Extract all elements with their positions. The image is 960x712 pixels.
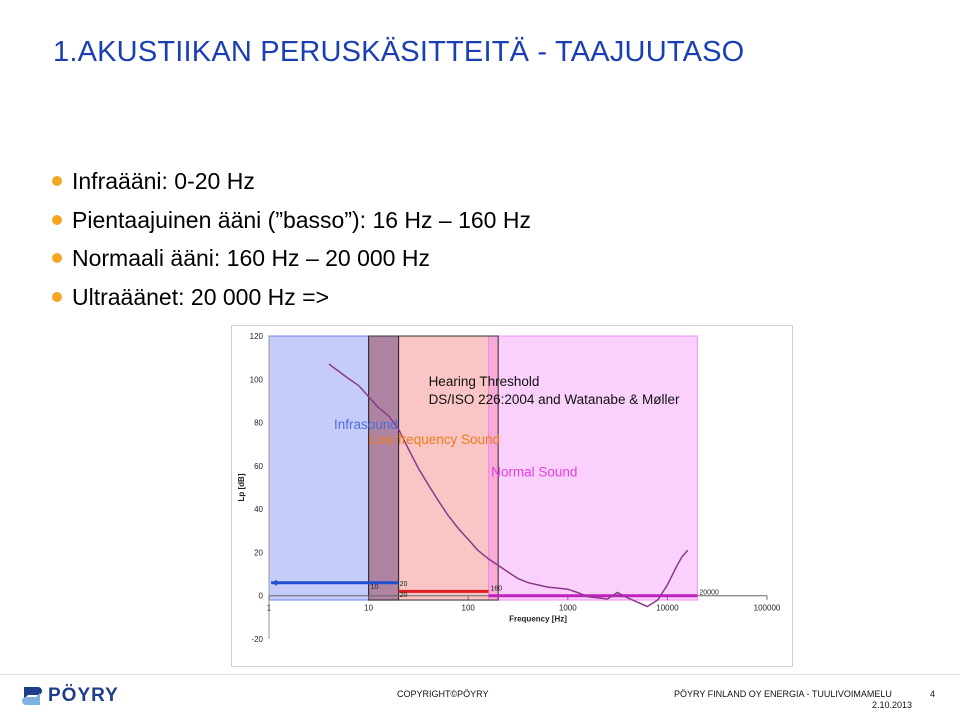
footer-date: 2.10.2013 [872,700,913,710]
x-tick-label: 1000 [559,604,577,613]
region-label-infrasound: Infrasound [334,417,398,432]
y-axis-label: Lp [dB] [237,473,246,501]
y-tick-label: 100 [250,375,264,384]
y-tick-label: 40 [254,505,263,514]
bullet-text: Infraääni: 0-20 Hz [72,168,255,194]
x-tick-label: 100 [462,604,476,613]
slide-title: 1.AKUSTIIKAN PERUSKÄSITTEITÄ - TAAJUUTAS… [53,36,745,68]
region-band-0 [268,335,400,601]
logo-text: PÖYRY [48,685,119,706]
bullet-item: Infraääni: 0-20 Hz [52,166,531,205]
x-tick-label: 1 [267,604,272,613]
hearing-threshold-chart: -20 0 20 40 60 80 100 120 1 10 100 1000 10000 100000 F… [231,325,793,667]
low-frequency-outline [368,335,499,601]
y-tick-label: 80 [254,419,263,428]
bullet-dot-icon [52,253,62,263]
infrasound-arrow-icon [271,579,278,586]
poyry-logo: PÖYRY [20,685,119,707]
annotation-title: Hearing Threshold [429,374,540,389]
range-label: 160 [491,585,503,592]
region-label-normal: Normal Sound [491,465,577,480]
footer-copyright: COPYRIGHT©PÖYRY [397,689,489,699]
x-tick-label: 10000 [656,604,679,613]
range-label: 20 [400,581,408,588]
range-label: 20000 [699,590,719,597]
y-tick-label: 0 [259,592,264,601]
y-tick-label: 20 [254,548,263,557]
region-label-low-frequency: Low frequency Sound [369,432,500,447]
footer-company: PÖYRY FINLAND OY ENERGIA - TUULIVOIMAMEL… [674,689,892,699]
footer-divider [0,674,960,675]
bullet-text: Ultraäänet: 20 000 Hz => [72,283,329,310]
bullet-text: Pientaajuinen ääni (”basso”): 16 Hz – 16… [72,206,531,233]
page-number: 4 [930,689,936,699]
bullet-dot-icon [52,214,62,225]
hearing-threshold-line [328,363,689,608]
bullet-item: Pientaajuinen ääni (”basso”): 16 Hz – 16… [52,205,531,244]
bullet-item: Normaali ääni: 160 Hz – 20 000 Hz [52,243,531,282]
x-axis-label: Frequency [Hz] [509,615,567,624]
bullet-list: Infraääni: 0-20 Hz Pientaajuinen ääni (”… [52,166,531,320]
x-tick-label: 100000 [754,604,781,613]
y-tick-label: 120 [250,332,264,341]
x-tick-label: 10 [364,604,373,613]
annotation-subtitle: DS/ISO 226:2004 and Watanabe & Møller [429,392,680,407]
bullet-text: Normaali ääni: 160 Hz – 20 000 Hz [72,245,430,271]
bullet-dot-icon [52,291,62,302]
overlap-band [368,335,400,601]
range-label: 20 [400,592,408,599]
bullet-dot-icon [52,176,62,186]
region-band-2 [488,335,698,601]
bullet-item: Ultraäänet: 20 000 Hz => [52,282,531,321]
range-label: 10 [371,584,379,591]
region-band-1 [368,335,499,601]
y-tick-label: 60 [254,462,263,471]
poyry-logo-icon [22,687,42,705]
y-tick-label: -20 [251,635,263,644]
